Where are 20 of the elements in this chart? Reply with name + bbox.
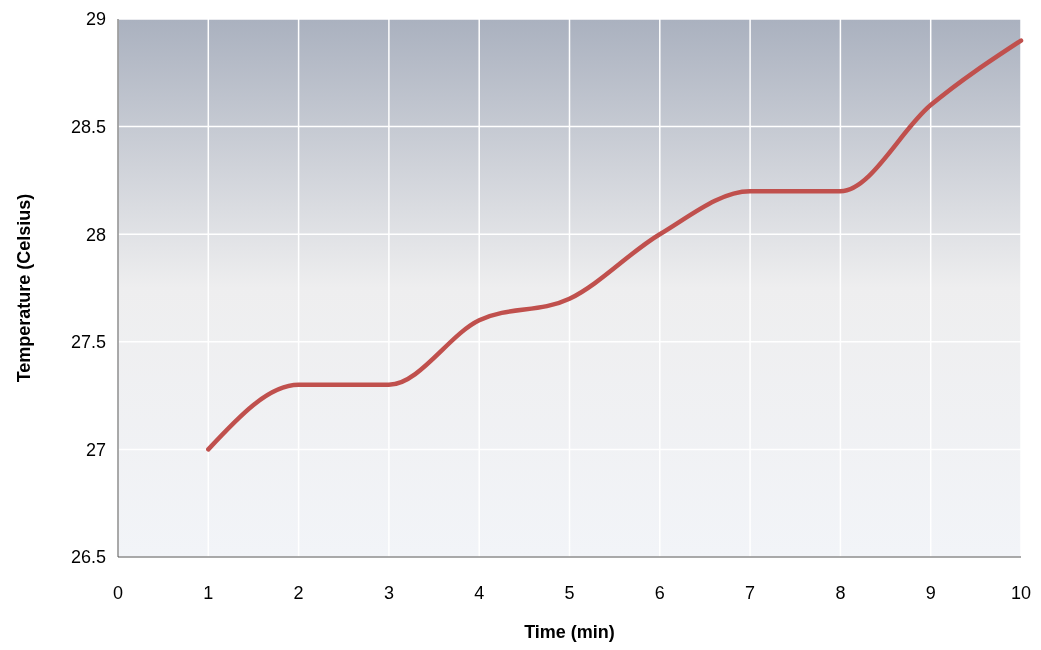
x-tick-label: 6 bbox=[654, 583, 665, 603]
x-tick-label: 7 bbox=[745, 583, 756, 603]
x-tick-label: 1 bbox=[203, 583, 214, 603]
y-tick-label: 28 bbox=[85, 224, 106, 245]
x-tick-label: 10 bbox=[1010, 583, 1032, 603]
x-tick-label: 0 bbox=[112, 583, 124, 603]
y-axis-title: Temperature (Celsius) bbox=[14, 193, 34, 383]
x-tick-label: 9 bbox=[925, 583, 936, 603]
y-tick-label: 26.5 bbox=[70, 547, 106, 568]
x-tick-label: 4 bbox=[474, 583, 485, 603]
y-tick-label: 27.5 bbox=[70, 332, 106, 353]
x-tick-label: 2 bbox=[293, 583, 304, 603]
x-tick-label: 8 bbox=[835, 583, 846, 603]
y-tick-label: 29 bbox=[85, 9, 106, 30]
x-axis-title: Time (min) bbox=[524, 622, 615, 642]
y-tick-label: 27 bbox=[85, 439, 106, 460]
x-tick-label: 3 bbox=[383, 583, 394, 603]
x-tick-label: 5 bbox=[564, 583, 575, 603]
y-tick-label: 28.5 bbox=[70, 116, 106, 137]
line-series bbox=[206, 38, 1024, 452]
